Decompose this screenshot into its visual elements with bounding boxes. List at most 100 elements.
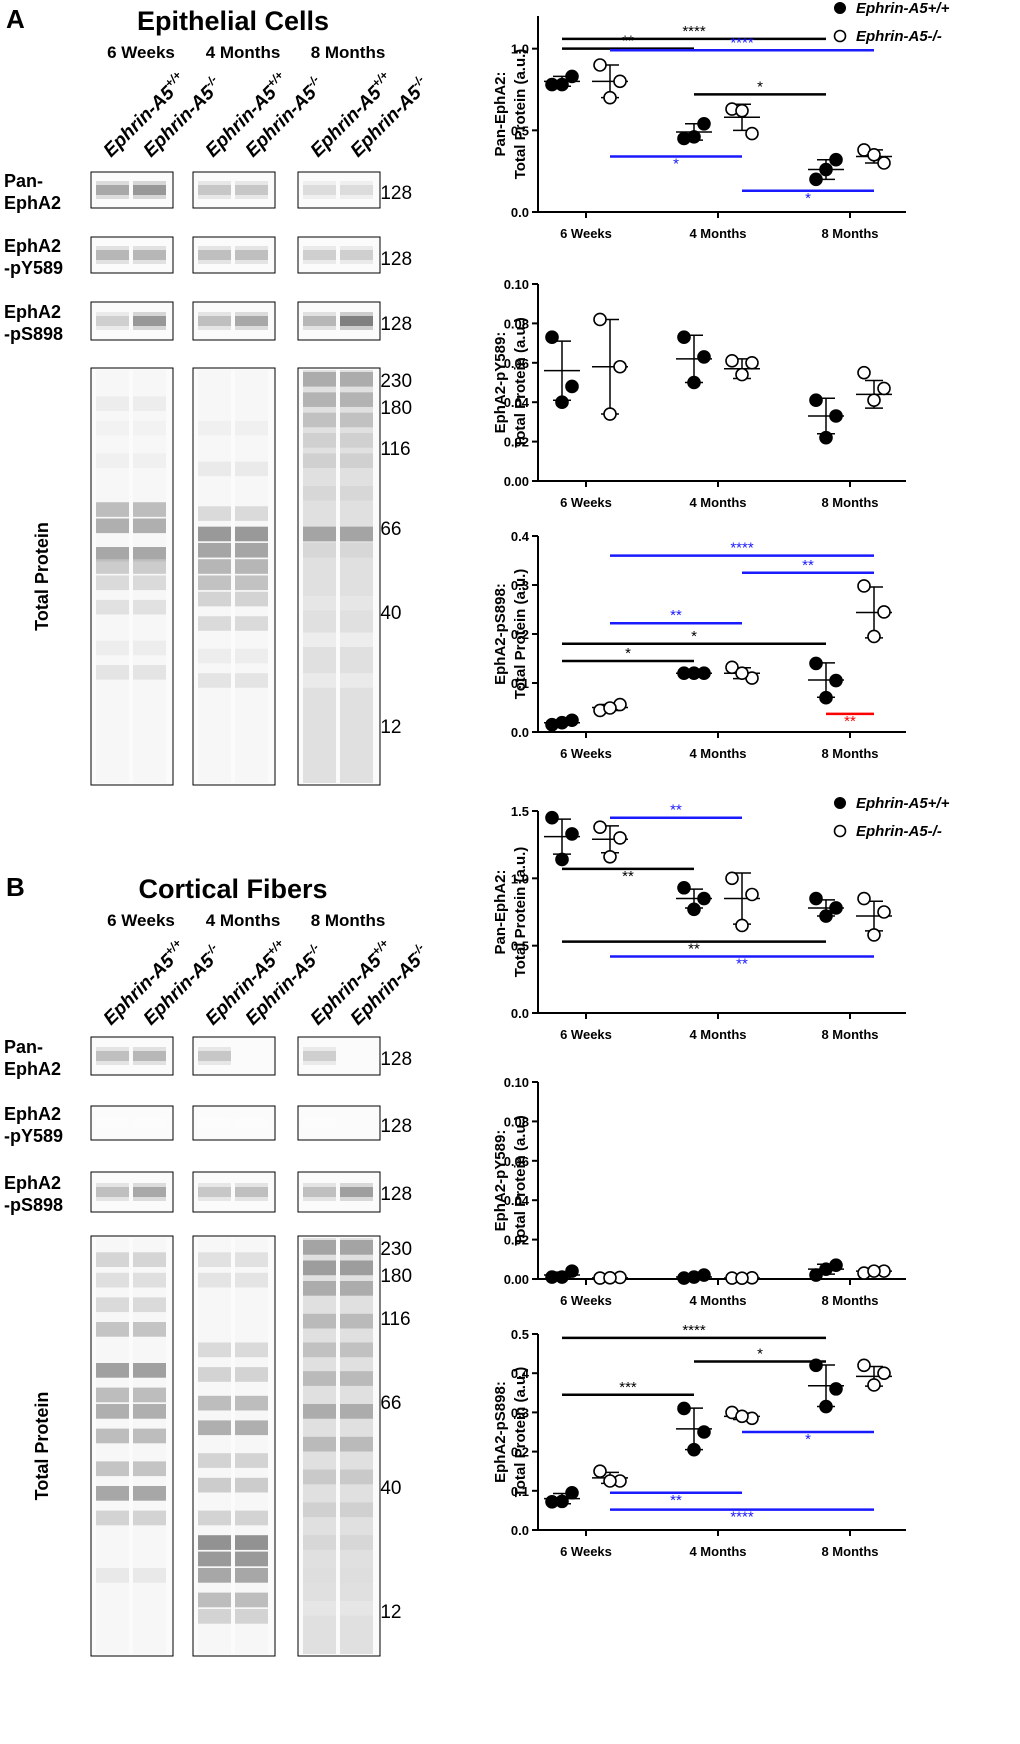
blot-band [133,316,166,326]
row-label: Pan- [4,1037,43,1057]
protein-band [96,1461,129,1477]
protein-band [133,1461,166,1477]
blot-band [133,1047,166,1065]
timepoint-label: 4 Months [206,911,281,930]
protein-band [96,1486,129,1501]
blot-band [133,250,166,260]
protein-band [303,1568,336,1583]
significance-label: **** [730,34,754,51]
data-point-open [877,1366,891,1380]
mw-marker: -128 [374,1049,412,1070]
protein-band [96,1404,129,1419]
blot-box [90,1235,174,1657]
protein-band [133,559,166,574]
protein-band [198,1568,231,1583]
data-point-filled [829,1382,843,1396]
significance-label: ** [622,33,634,50]
data-point-open [867,393,881,408]
protein-band [303,1240,336,1255]
y-axis-label: Total Protein (a.u.) [512,1367,529,1498]
protein-band [340,372,373,387]
significance-label: **** [730,540,754,557]
y-tick-label: 0.08 [504,1114,529,1129]
data-point-open [867,928,881,942]
protein-band [303,412,336,428]
legend-marker-open [833,29,847,43]
blot-band [340,246,373,264]
blot-band [133,1183,166,1201]
chart-4: 0.0 0.5 1.0 1.5 6 Weeks 4 Months 8 Months Pan-E… [492,795,950,1042]
y-tick-label: 0.2 [511,1445,529,1460]
blot-band [235,185,268,195]
protein-band [340,1436,373,1452]
data-point-filled [677,330,691,344]
blot-band [96,181,129,199]
y-tick-label: 0.5 [511,1327,529,1342]
y-tick-label: 1.0 [511,42,529,57]
x-tick-label: 4 Months [689,495,746,510]
blot-band [96,1051,129,1061]
protein-band [96,575,129,591]
data-point-open [603,701,617,715]
blot-row: EphA2-pY589 -128 [4,236,412,278]
blot-band [303,1047,336,1065]
data-point-filled [809,656,823,671]
data-point-open [613,74,627,89]
protein-band [198,1272,231,1288]
blot-band [235,1183,268,1201]
blot-band [96,185,129,195]
blot-box [297,367,381,786]
protein-band [133,502,166,517]
protein-band [303,1436,336,1452]
mw-marker: -66 [374,1393,401,1414]
protein-band [133,1322,166,1337]
y-tick-label: 0.00 [504,474,529,489]
protein-band [303,485,336,501]
protein-band [340,1313,373,1329]
protein-band [340,1404,373,1419]
blot-band [303,1118,336,1128]
data-point-filled [555,852,569,867]
protein-band [340,1371,373,1386]
x-tick-label: 4 Months [689,746,746,761]
panel-letter: B [6,872,25,902]
data-point-open [735,1271,749,1286]
protein-band [133,640,166,656]
data-point-open [857,891,871,906]
data-point-open [857,365,871,380]
significance-label: **** [682,1322,706,1339]
protein-band [235,1367,268,1382]
y-tick-label: 0.0 [511,205,529,220]
significance-label: **** [682,23,706,40]
y-axis-label: EphA2-pS898: [492,583,509,685]
y-tick-label: 0.3 [511,578,529,593]
data-point-open [593,820,607,834]
data-point-filled [565,69,579,84]
blot-band [303,181,336,199]
data-point-filled [819,690,833,705]
significance-label: ** [622,868,634,885]
protein-band [303,595,336,611]
y-tick-label: 0.5 [511,939,529,954]
row-label: Total Protein [32,1392,52,1501]
mw-marker: -116 [374,1309,411,1330]
x-tick-label: 6 Weeks [560,1027,612,1042]
protein-band [133,518,166,534]
mw-marker: -128 [374,249,412,270]
protein-band [235,1592,268,1608]
protein-band [303,453,336,468]
y-axis-label: EphA2-pY589: [492,1130,509,1232]
legend-marker-filled [834,2,846,14]
significance-label: ** [844,713,856,730]
y-tick-label: 0.04 [504,395,530,410]
blot-band [303,250,336,260]
data-point-filled [809,172,823,187]
mw-marker: -40 [374,1478,401,1499]
legend-label: Ephrin-A5-/- [856,28,942,45]
y-axis-label: Total Protein (a.u.) [512,569,529,700]
blot-box [297,1036,381,1076]
blot-band [198,1187,231,1197]
y-tick-label: 1.0 [511,871,529,886]
protein-band [235,1342,268,1358]
row-label: EphA2 [4,1104,61,1124]
